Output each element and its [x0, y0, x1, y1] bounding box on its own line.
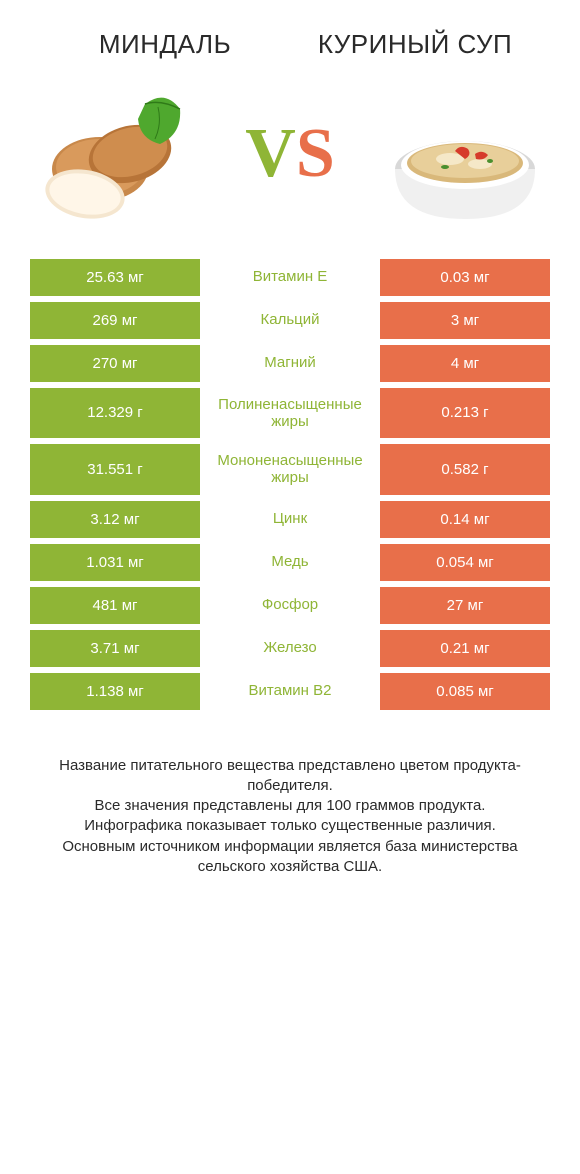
nutrient-label: Мононенасыщенные жиры	[200, 444, 380, 495]
footer-text: Название питательного вещества представл…	[0, 716, 580, 898]
vs-s: S	[296, 115, 335, 192]
left-value: 1.031 мг	[30, 544, 200, 581]
right-value: 27 мг	[380, 587, 550, 624]
left-value: 1.138 мг	[30, 673, 200, 710]
nutrient-label: Кальций	[200, 302, 380, 339]
nutrient-label: Фосфор	[200, 587, 380, 624]
left-value: 12.329 г	[30, 388, 200, 439]
nutrient-label: Витамин E	[200, 259, 380, 296]
right-value: 0.03 мг	[380, 259, 550, 296]
nutrient-label: Полиненасыщенные жиры	[200, 388, 380, 439]
left-value: 3.71 мг	[30, 630, 200, 667]
left-value: 25.63 мг	[30, 259, 200, 296]
vs-label: VS	[245, 114, 335, 194]
nutrient-label: Железо	[200, 630, 380, 667]
left-value: 481 мг	[30, 587, 200, 624]
right-title: Куриный суп	[290, 30, 540, 59]
table-row: 269 мгКальций3 мг	[30, 302, 550, 339]
left-value: 31.551 г	[30, 444, 200, 495]
table-row: 1.138 мгВитамин B20.085 мг	[30, 673, 550, 710]
table-row: 25.63 мгВитамин E0.03 мг	[30, 259, 550, 296]
left-value: 270 мг	[30, 345, 200, 382]
left-value: 269 мг	[30, 302, 200, 339]
comparison-table: 25.63 мгВитамин E0.03 мг 269 мгКальций3 м…	[0, 259, 580, 710]
table-row: 31.551 гМононенасыщенные жиры0.582 г	[30, 444, 550, 495]
nutrient-label: Витамин B2	[200, 673, 380, 710]
nutrient-label: Цинк	[200, 501, 380, 538]
right-value: 0.582 г	[380, 444, 550, 495]
table-row: 270 мгМагний4 мг	[30, 345, 550, 382]
right-value: 0.213 г	[380, 388, 550, 439]
table-row: 3.71 мгЖелезо0.21 мг	[30, 630, 550, 667]
table-row: 1.031 мгМедь0.054 мг	[30, 544, 550, 581]
left-title: Миндаль	[40, 30, 290, 59]
soup-icon	[380, 79, 550, 229]
right-value: 3 мг	[380, 302, 550, 339]
right-value: 0.21 мг	[380, 630, 550, 667]
table-row: 3.12 мгЦинк0.14 мг	[30, 501, 550, 538]
right-value: 0.14 мг	[380, 501, 550, 538]
almond-icon	[30, 79, 200, 229]
table-row: 12.329 гПолиненасыщенные жиры0.213 г	[30, 388, 550, 439]
vs-v: V	[245, 115, 296, 192]
nutrient-label: Медь	[200, 544, 380, 581]
right-value: 0.085 мг	[380, 673, 550, 710]
images-row: VS	[0, 69, 580, 259]
nutrient-label: Магний	[200, 345, 380, 382]
right-value: 0.054 мг	[380, 544, 550, 581]
right-value: 4 мг	[380, 345, 550, 382]
header: Миндаль Куриный суп	[0, 0, 580, 69]
table-row: 481 мгФосфор27 мг	[30, 587, 550, 624]
left-value: 3.12 мг	[30, 501, 200, 538]
